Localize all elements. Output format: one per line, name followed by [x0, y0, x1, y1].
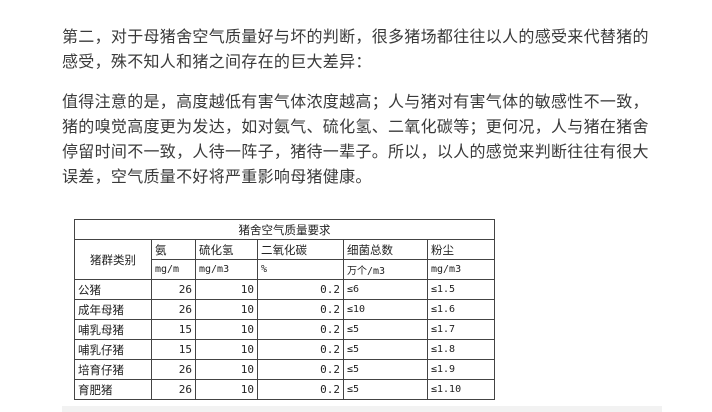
- table-cell: 0.2: [257, 359, 344, 380]
- paragraph-1: 第二，对于母猪舍空气质量好与坏的判断，很多猪场都往往以人的感受来代替猪的感受，殊…: [62, 27, 649, 71]
- table-cell: ≤1.6: [427, 299, 495, 320]
- table-cell: 26: [151, 359, 196, 380]
- row-header: 猪群类别: [74, 239, 152, 280]
- table-cell: 0.2: [257, 379, 344, 400]
- row-label: 成年母猪: [74, 299, 152, 320]
- table-cell: 10: [195, 319, 258, 340]
- table-cell: ≤5: [343, 379, 428, 400]
- table-cell: 26: [151, 279, 196, 300]
- table-cell: 0.2: [257, 319, 344, 340]
- row-label: 培育仔猪: [74, 359, 152, 380]
- column-unit: mg/m3: [427, 259, 495, 280]
- table-cell: ≤1.9: [427, 359, 495, 380]
- table-row: 哺乳母猪 15 10 0.2 ≤5 ≤1.7: [74, 319, 495, 340]
- table-cell: 0.2: [257, 299, 344, 320]
- table-cell: ≤5: [343, 359, 428, 380]
- table-cell: 15: [151, 319, 196, 340]
- table-row: 培育仔猪 26 10 0.2 ≤5 ≤1.9: [74, 359, 495, 380]
- table-cell: ≤5: [343, 319, 428, 340]
- table-cell: 15: [151, 339, 196, 360]
- column-unit: mg/m3: [195, 259, 258, 280]
- table-cell: 0.2: [257, 279, 344, 300]
- table-cell: 10: [195, 299, 258, 320]
- column-header: 细菌总数: [343, 239, 428, 260]
- column-unit: %: [257, 259, 344, 280]
- table-cell: 10: [195, 339, 258, 360]
- table-cell: 0.2: [257, 339, 344, 360]
- table-cell: 26: [151, 299, 196, 320]
- column-unit: mg/m: [151, 259, 196, 280]
- column-header: 二氧化碳: [257, 239, 344, 260]
- column-header: 硫化氢: [195, 239, 258, 260]
- table-cell: ≤1.7: [427, 319, 495, 340]
- row-label: 公猪: [74, 279, 152, 300]
- table-cell: ≤1.10: [427, 379, 495, 400]
- table-row: 哺乳仔猪 15 10 0.2 ≤5 ≤1.8: [74, 339, 495, 360]
- table-cell: ≤1.8: [427, 339, 495, 360]
- bottom-shadow: [62, 406, 662, 412]
- table-title: 猪舍空气质量要求: [74, 219, 495, 240]
- table-row: 公猪 26 10 0.2 ≤6 ≤1.5: [74, 279, 495, 300]
- column-header: 氨: [151, 239, 196, 260]
- row-label: 育肥猪: [74, 379, 152, 400]
- table-cell: 10: [195, 379, 258, 400]
- table-cell: ≤6: [343, 279, 428, 300]
- column-unit: 万个/m3: [343, 259, 428, 280]
- table-cell: 10: [195, 359, 258, 380]
- column-header: 粉尘: [427, 239, 495, 260]
- table-cell: 10: [195, 279, 258, 300]
- table-cell: ≤10: [343, 299, 428, 320]
- table-row: 育肥猪 26 10 0.2 ≤5 ≤1.10: [74, 379, 495, 400]
- paragraph-2: 值得注意的是，高度越低有害气体浓度越高；人与猪对有害气体的敏感性不一致，猪的嗅觉…: [62, 92, 649, 186]
- table-cell: ≤5: [343, 339, 428, 360]
- row-label: 哺乳母猪: [74, 319, 152, 340]
- table-cell: 26: [151, 379, 196, 400]
- table-cell: ≤1.5: [427, 279, 495, 300]
- table-row: 成年母猪 26 10 0.2 ≤10 ≤1.6: [74, 299, 495, 320]
- row-label: 哺乳仔猪: [74, 339, 152, 360]
- air-quality-table: 猪舍空气质量要求 猪群类别 氨 硫化氢 二氧化碳 细菌总数 粉尘 mg/m mg…: [74, 219, 495, 400]
